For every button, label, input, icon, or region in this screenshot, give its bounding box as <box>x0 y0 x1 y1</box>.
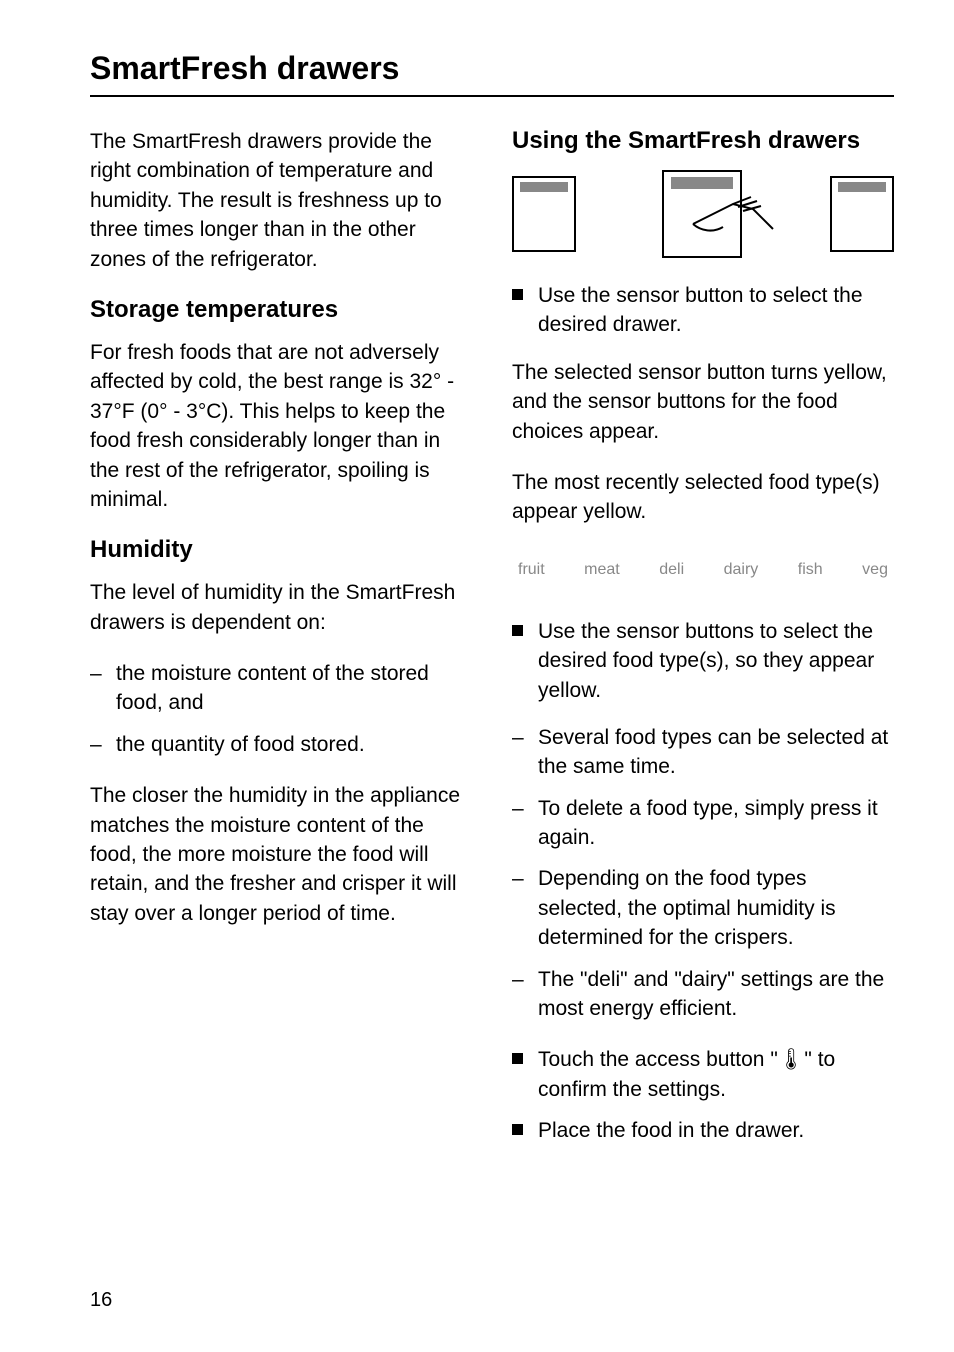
step-list: Touch the access button "🌡" to confirm t… <box>512 1045 894 1145</box>
drawer-right-icon <box>830 176 894 252</box>
humidity-intro: The level of humidity in the SmartFresh … <box>90 578 472 637</box>
food-type-label: veg <box>862 561 888 579</box>
list-item: Depending on the food types selected, th… <box>512 864 894 952</box>
step-list: Use the sensor buttons to select the des… <box>512 617 894 705</box>
food-type-label: dairy <box>724 561 759 579</box>
page-title: SmartFresh drawers <box>90 50 894 87</box>
list-item: the quantity of food stored. <box>90 730 472 759</box>
food-type-label: deli <box>659 561 684 579</box>
left-column: The SmartFresh drawers provide the right… <box>90 127 472 1164</box>
list-item: Place the food in the drawer. <box>512 1116 894 1145</box>
title-rule <box>90 95 894 97</box>
list-item: To delete a food type, simply press it a… <box>512 794 894 853</box>
food-type-label: fruit <box>518 561 545 579</box>
using-paragraph-1: The selected sensor button turns yellow,… <box>512 358 894 446</box>
food-type-label: fish <box>798 561 823 579</box>
page-number: 16 <box>90 1289 112 1312</box>
list-item: Touch the access button "🌡" to confirm t… <box>512 1045 894 1104</box>
list-item: Use the sensor buttons to select the des… <box>512 617 894 705</box>
drawer-hand-icon <box>623 169 783 259</box>
using-heading: Using the SmartFresh drawers <box>512 127 894 155</box>
food-type-row: fruit meat deli dairy fish veg <box>512 549 894 591</box>
using-paragraph-2: The most recently selected food type(s) … <box>512 468 894 527</box>
list-item: Use the sensor button to select the desi… <box>512 281 894 340</box>
content-columns: The SmartFresh drawers provide the right… <box>90 127 894 1164</box>
food-type-label: meat <box>584 561 620 579</box>
page: SmartFresh drawers The SmartFresh drawer… <box>0 0 954 1352</box>
storage-heading: Storage temperatures <box>90 296 472 324</box>
right-column: Using the SmartFresh drawers <box>512 127 894 1164</box>
drawer-icons-row <box>512 169 894 259</box>
list-item: The "deli" and "dairy" settings are the … <box>512 965 894 1024</box>
list-item: the moisture content of the stored food,… <box>90 659 472 718</box>
humidity-bullet-list: the moisture content of the stored food,… <box>90 659 472 759</box>
list-item: Several food types can be selected at th… <box>512 723 894 782</box>
drawer-left-icon <box>512 176 576 252</box>
humidity-heading: Humidity <box>90 536 472 564</box>
storage-paragraph: For fresh foods that are not adversely a… <box>90 338 472 514</box>
intro-paragraph: The SmartFresh drawers provide the right… <box>90 127 472 274</box>
step-list: Use the sensor button to select the desi… <box>512 281 894 340</box>
notes-list: Several food types can be selected at th… <box>512 723 894 1024</box>
humidity-paragraph: The closer the humidity in the appliance… <box>90 781 472 928</box>
